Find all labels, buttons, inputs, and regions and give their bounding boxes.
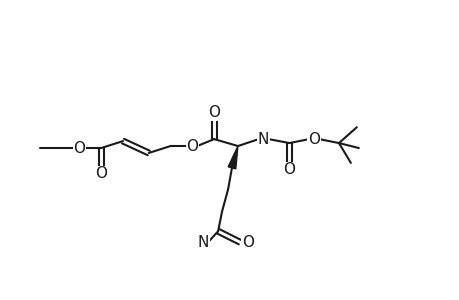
- Text: O: O: [73, 140, 85, 155]
- Text: O: O: [241, 235, 253, 250]
- Text: O: O: [207, 105, 220, 120]
- Text: N: N: [197, 235, 208, 250]
- Polygon shape: [228, 146, 237, 169]
- Text: O: O: [186, 139, 198, 154]
- Text: N: N: [257, 132, 269, 147]
- Text: O: O: [308, 132, 319, 147]
- Text: O: O: [283, 162, 295, 177]
- Text: O: O: [95, 166, 107, 181]
